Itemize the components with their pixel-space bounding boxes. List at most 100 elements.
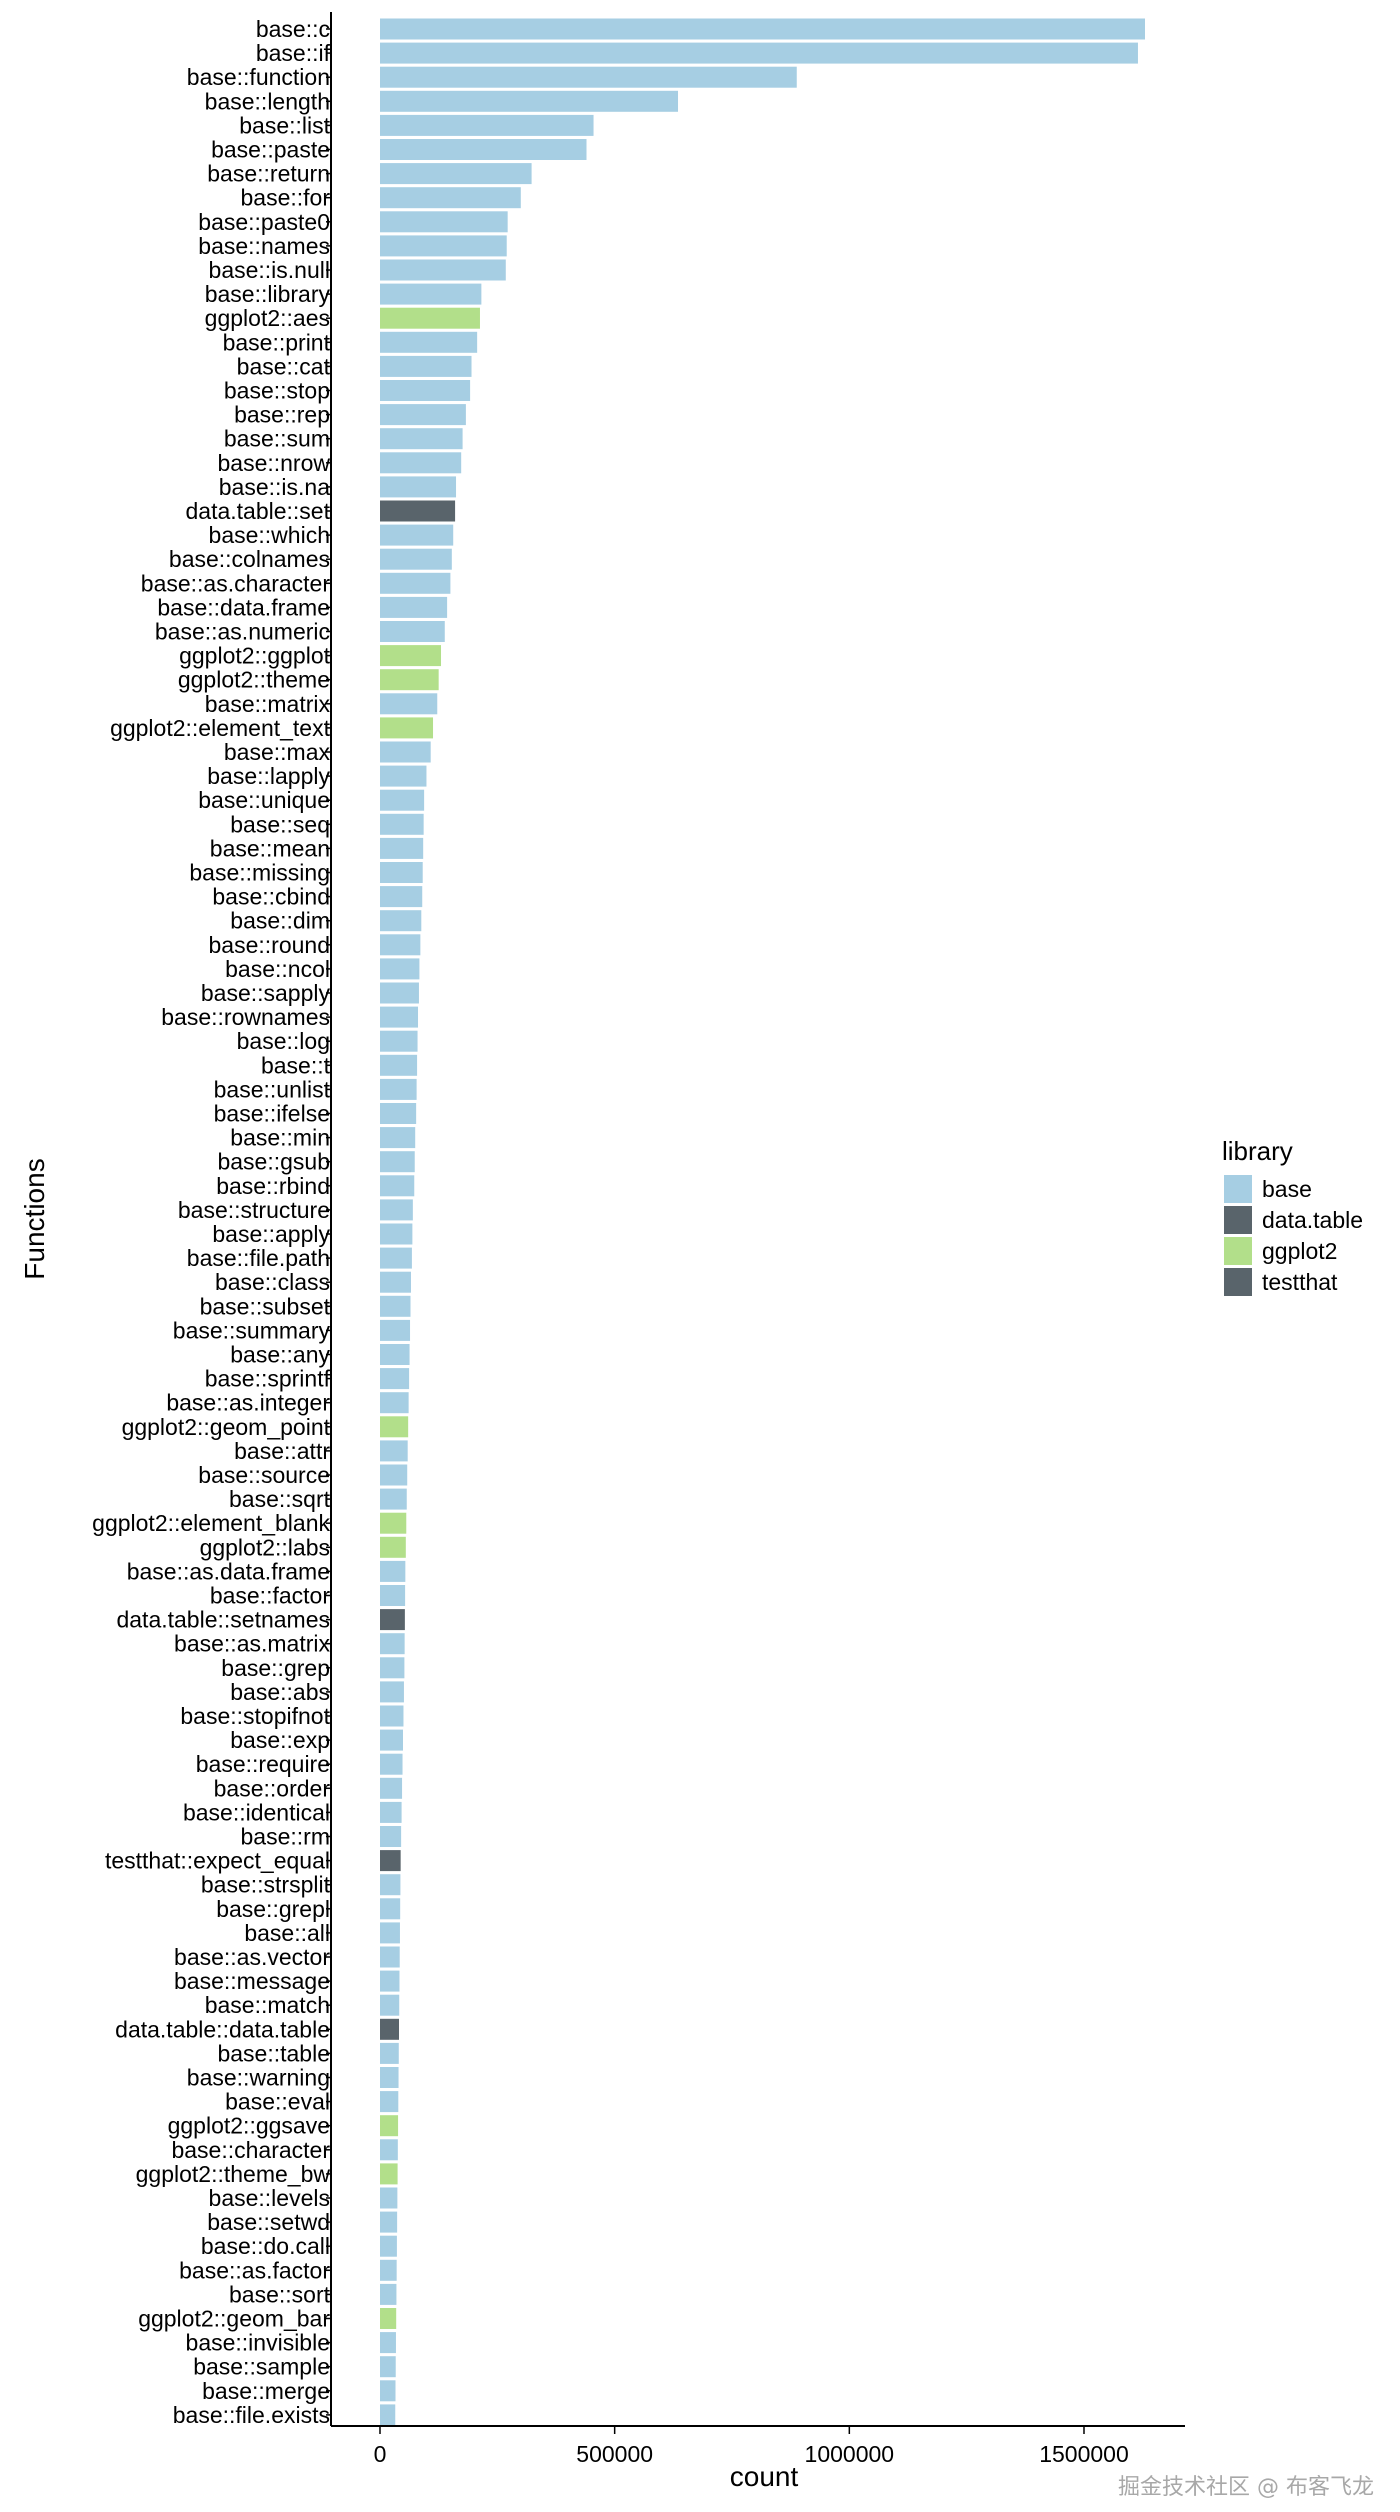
bar-base-do-call [380, 2235, 397, 2257]
function-label: base::data.frame [157, 594, 330, 620]
function-label: base::gsub [217, 1149, 330, 1175]
function-label: base::paste0 [198, 209, 330, 235]
bar-base-seq [380, 813, 424, 835]
bar-base-all [380, 1922, 400, 1944]
function-label: ggplot2::element_text [110, 715, 331, 741]
function-label: base::factor [210, 1583, 331, 1609]
function-label: base::colnames [169, 546, 330, 572]
function-label: base::any [230, 1342, 330, 1368]
bar-base-cbind [380, 886, 423, 908]
function-label: base::as.character [141, 570, 331, 596]
legend-swatch-ggplot2 [1224, 1237, 1252, 1265]
bar-base-apply [380, 1223, 413, 1245]
bar-base-colnames [380, 548, 452, 570]
bar-base-attr [380, 1440, 408, 1462]
bar-base-unique [380, 789, 425, 811]
bar-base-c [380, 18, 1145, 40]
bar-ggplot2-element-blank [380, 1512, 407, 1534]
legend-swatch-testthat [1224, 1268, 1252, 1296]
x-tick-label: 0 [374, 2441, 387, 2467]
bar-base-structure [380, 1199, 413, 1221]
function-label: ggplot2::theme [178, 667, 330, 693]
bar-base-stop [380, 380, 471, 401]
function-label: base::sample [193, 2354, 330, 2380]
bar-base-as-character [380, 572, 451, 594]
function-label: base::do.call [201, 2233, 330, 2259]
bar-data-table-set [380, 500, 456, 522]
function-label: base::exp [230, 1727, 330, 1753]
function-label: ggplot2::aes [205, 305, 330, 331]
bar-base-summary [380, 1319, 411, 1341]
bar-base-max [380, 741, 431, 763]
bar-base-invisible [380, 2332, 396, 2354]
function-label: base::order [214, 1775, 331, 1801]
function-label: base::structure [178, 1197, 330, 1223]
bar-base-t [380, 1054, 418, 1076]
bar-base-as-integer [380, 1392, 409, 1414]
function-label: base::log [237, 1028, 330, 1054]
function-label: base::stop [224, 378, 330, 404]
bar-base-names [380, 235, 507, 257]
function-label: base::subset [200, 1293, 331, 1319]
bar-ggplot2-theme [380, 669, 439, 691]
function-label: base::min [230, 1125, 330, 1151]
function-label: base::attr [234, 1438, 330, 1464]
bar-base-setwd [380, 2211, 398, 2233]
watermark: 掘金技术社区 @ 布客飞龙 [1118, 2475, 1374, 2500]
bar-base-round [380, 934, 421, 956]
function-label: base::file.path [187, 1245, 330, 1271]
function-label: base::as.factor [179, 2257, 330, 2283]
bar-base-eval [380, 2091, 399, 2113]
function-label: base::abs [230, 1679, 330, 1705]
x-tick-label: 500000 [576, 2441, 653, 2467]
function-label: base::rownames [161, 1004, 330, 1030]
bar-base-gsub [380, 1151, 415, 1173]
legend-label: data.table [1262, 1207, 1363, 1233]
function-label: base::print [223, 329, 331, 355]
x-tick-label: 1000000 [805, 2441, 895, 2467]
function-label: base::ncol [225, 956, 330, 982]
function-label: base::source [198, 1462, 330, 1488]
bar-base-class [380, 1271, 411, 1293]
bar-base-rm [380, 1826, 402, 1847]
bar-base-ifelse [380, 1103, 417, 1124]
function-label: data.table::setnames [116, 1607, 330, 1633]
bar-base-source [380, 1464, 408, 1486]
bar-base-lapply [380, 765, 427, 787]
bar-base-sqrt [380, 1488, 407, 1510]
function-label: base::library [205, 281, 331, 307]
bar-base-log [380, 1030, 418, 1052]
bar-base-merge [380, 2380, 396, 2402]
function-label: base::warning [187, 2065, 330, 2091]
function-label: base::sort [229, 2281, 331, 2307]
function-label: ggplot2::geom_point [122, 1414, 331, 1440]
function-label: base::unique [198, 787, 330, 813]
function-label: base::list [239, 112, 330, 138]
bar-base-sum [380, 428, 463, 450]
function-label: base::rm [241, 1824, 330, 1850]
legend-label: testthat [1262, 1269, 1338, 1295]
function-label: base::missing [189, 860, 330, 886]
bars-layer [380, 18, 1145, 2426]
bar-base-list [380, 114, 594, 136]
function-label: base::max [224, 739, 331, 765]
bar-base-print [380, 331, 478, 353]
function-label: base::setwd [207, 2209, 330, 2235]
function-label: ggplot2::labs [200, 1534, 330, 1560]
bar-ggplot2-theme-bw [380, 2163, 398, 2185]
function-label: base::rbind [216, 1173, 330, 1199]
function-label: ggplot2::geom_bar [138, 2306, 330, 2332]
function-label: base::t [261, 1052, 331, 1078]
bar-base-grepl [380, 1898, 401, 1920]
bar-base-rbind [380, 1175, 415, 1197]
bar-base-data-frame [380, 596, 448, 618]
function-label: base::as.matrix [174, 1631, 330, 1657]
function-label: base::paste [211, 137, 330, 163]
bar-base-is-na [380, 476, 457, 498]
bar-base-as-data-frame [380, 1560, 406, 1582]
bar-data-table-setnames [380, 1609, 405, 1631]
bar-base-mean [380, 837, 424, 859]
function-label: base::sprintf [205, 1366, 331, 1392]
